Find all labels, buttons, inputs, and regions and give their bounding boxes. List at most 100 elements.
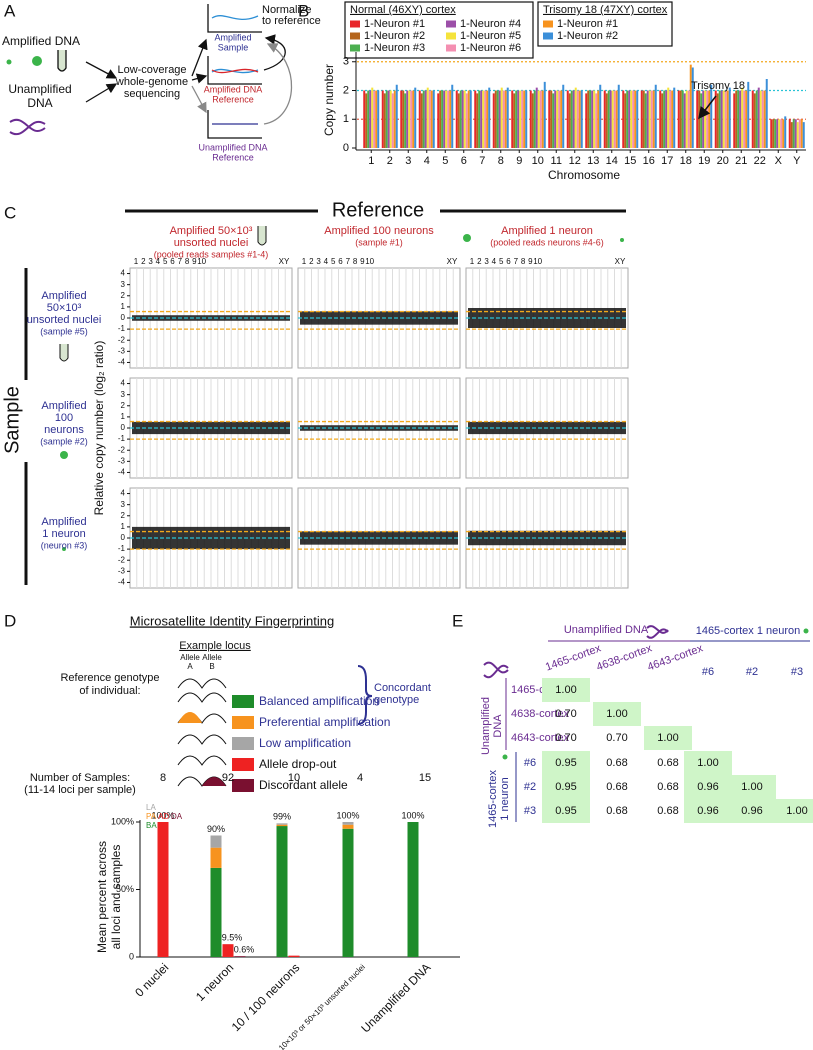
chromosome-label: 2: [141, 257, 146, 266]
bar: [365, 93, 368, 148]
bar: [792, 119, 795, 148]
x-tick-label: 22: [754, 155, 766, 167]
bar: [698, 90, 701, 148]
x-tick-label: 0 nuclei: [132, 960, 171, 999]
x-tick-label: 15: [624, 155, 636, 167]
bar: [597, 90, 600, 148]
chromosome-label: XY: [615, 257, 626, 266]
bar: [541, 90, 544, 148]
y-axis-label: Mean percent across: [95, 841, 109, 953]
row-group: DNA: [492, 714, 504, 738]
bar: [735, 90, 738, 148]
bar: [691, 67, 694, 148]
diagram-label: sequencing: [124, 88, 180, 100]
cell-highlight: [773, 799, 813, 823]
bar: [574, 87, 577, 148]
bar: [492, 93, 495, 148]
sample-count: 15: [419, 772, 431, 784]
diagram-label: Normalize: [262, 4, 312, 16]
bar: [737, 90, 740, 148]
bar-segment: [234, 956, 246, 957]
diagram-label: Low-coverage: [117, 64, 186, 76]
row-header: unsorted nuclei: [27, 314, 102, 326]
label: (11-14 loci per sample): [24, 784, 136, 796]
bar: [428, 90, 431, 148]
chromosome-label: 7: [178, 257, 183, 266]
bar: [461, 90, 464, 148]
sample-count: 10: [288, 772, 300, 784]
series-abbreviation: PA: [146, 812, 157, 821]
x-tick-label: Y: [793, 155, 801, 167]
legend-swatch: [350, 44, 360, 52]
bar: [704, 90, 707, 148]
x-tick-label: 1: [368, 155, 374, 167]
chromosome-label: 2: [309, 257, 314, 266]
chromosome-label: 3: [148, 257, 153, 266]
legend-group-label: genotype: [374, 694, 419, 706]
diagram-label: Unamplified DNA: [198, 142, 267, 152]
row-header: #6: [524, 757, 536, 769]
series-abbreviation: BA: [146, 821, 157, 830]
bar: [467, 90, 470, 148]
chromosome-label: 8: [185, 257, 190, 266]
bar: [640, 90, 643, 148]
bar: [630, 90, 633, 148]
table-cell: 0.70: [555, 732, 576, 744]
y-tick-label: 0: [121, 423, 126, 432]
row-header: #2: [524, 781, 536, 793]
y-tick-label: 3: [121, 500, 126, 509]
bar: [543, 81, 546, 148]
x-tick-label: 21: [735, 155, 747, 167]
table-cell: 0.68: [606, 781, 627, 793]
table-cell: 0.70: [555, 708, 576, 720]
chromosome-label: 5: [163, 257, 168, 266]
bar: [533, 90, 536, 148]
y-tick-label: 0: [343, 142, 349, 154]
bar: [406, 90, 409, 148]
bar: [389, 90, 392, 148]
cell-highlight: [542, 751, 590, 775]
bar: [554, 90, 557, 148]
chromosome-label: 1: [302, 257, 307, 266]
bar: [525, 90, 528, 148]
table-cell: 0.70: [606, 732, 627, 744]
chromosome-label: 5: [499, 257, 504, 266]
annotation: Trisomy 18: [691, 80, 745, 92]
total-label: 100%: [336, 810, 359, 820]
peak-icon: [177, 755, 227, 766]
legend-swatch: [232, 758, 254, 771]
row-header: 4638-cortex: [511, 708, 570, 720]
column-header: 4643-cortex: [646, 642, 705, 673]
y-tick-label: -2: [118, 445, 126, 454]
diagram-label: Reference: [212, 152, 254, 162]
y-tick-label: 3: [343, 56, 349, 68]
table-cell: 1.00: [697, 757, 718, 769]
bar: [757, 87, 760, 148]
bar: [455, 90, 458, 148]
panel-c-frame: [24, 209, 626, 585]
y-tick-label: 4: [121, 379, 126, 388]
bar: [780, 119, 783, 148]
bar: [578, 90, 581, 148]
bar-segment: [288, 955, 300, 957]
chromosome-label: 2: [477, 257, 482, 266]
chromosome-label: 7: [346, 257, 351, 266]
bar: [511, 90, 514, 148]
bar: [443, 90, 446, 148]
row-header: Amplified: [41, 290, 86, 302]
bar-segment: [210, 847, 222, 868]
bar: [418, 90, 421, 148]
y-tick-label: 3: [121, 280, 126, 289]
cell-highlight: [542, 799, 590, 823]
table-cell: 1.00: [657, 732, 678, 744]
bar: [572, 90, 575, 148]
bar: [459, 90, 462, 148]
bar: [463, 90, 466, 148]
row-group: 1 neuron: [499, 777, 511, 820]
bar: [373, 90, 376, 148]
y-tick-label: 100%: [111, 816, 134, 826]
column-header: #3: [791, 666, 803, 678]
bar: [669, 90, 672, 148]
row-header: 4643-cortex: [511, 732, 570, 744]
legend-swatch: [232, 716, 254, 729]
